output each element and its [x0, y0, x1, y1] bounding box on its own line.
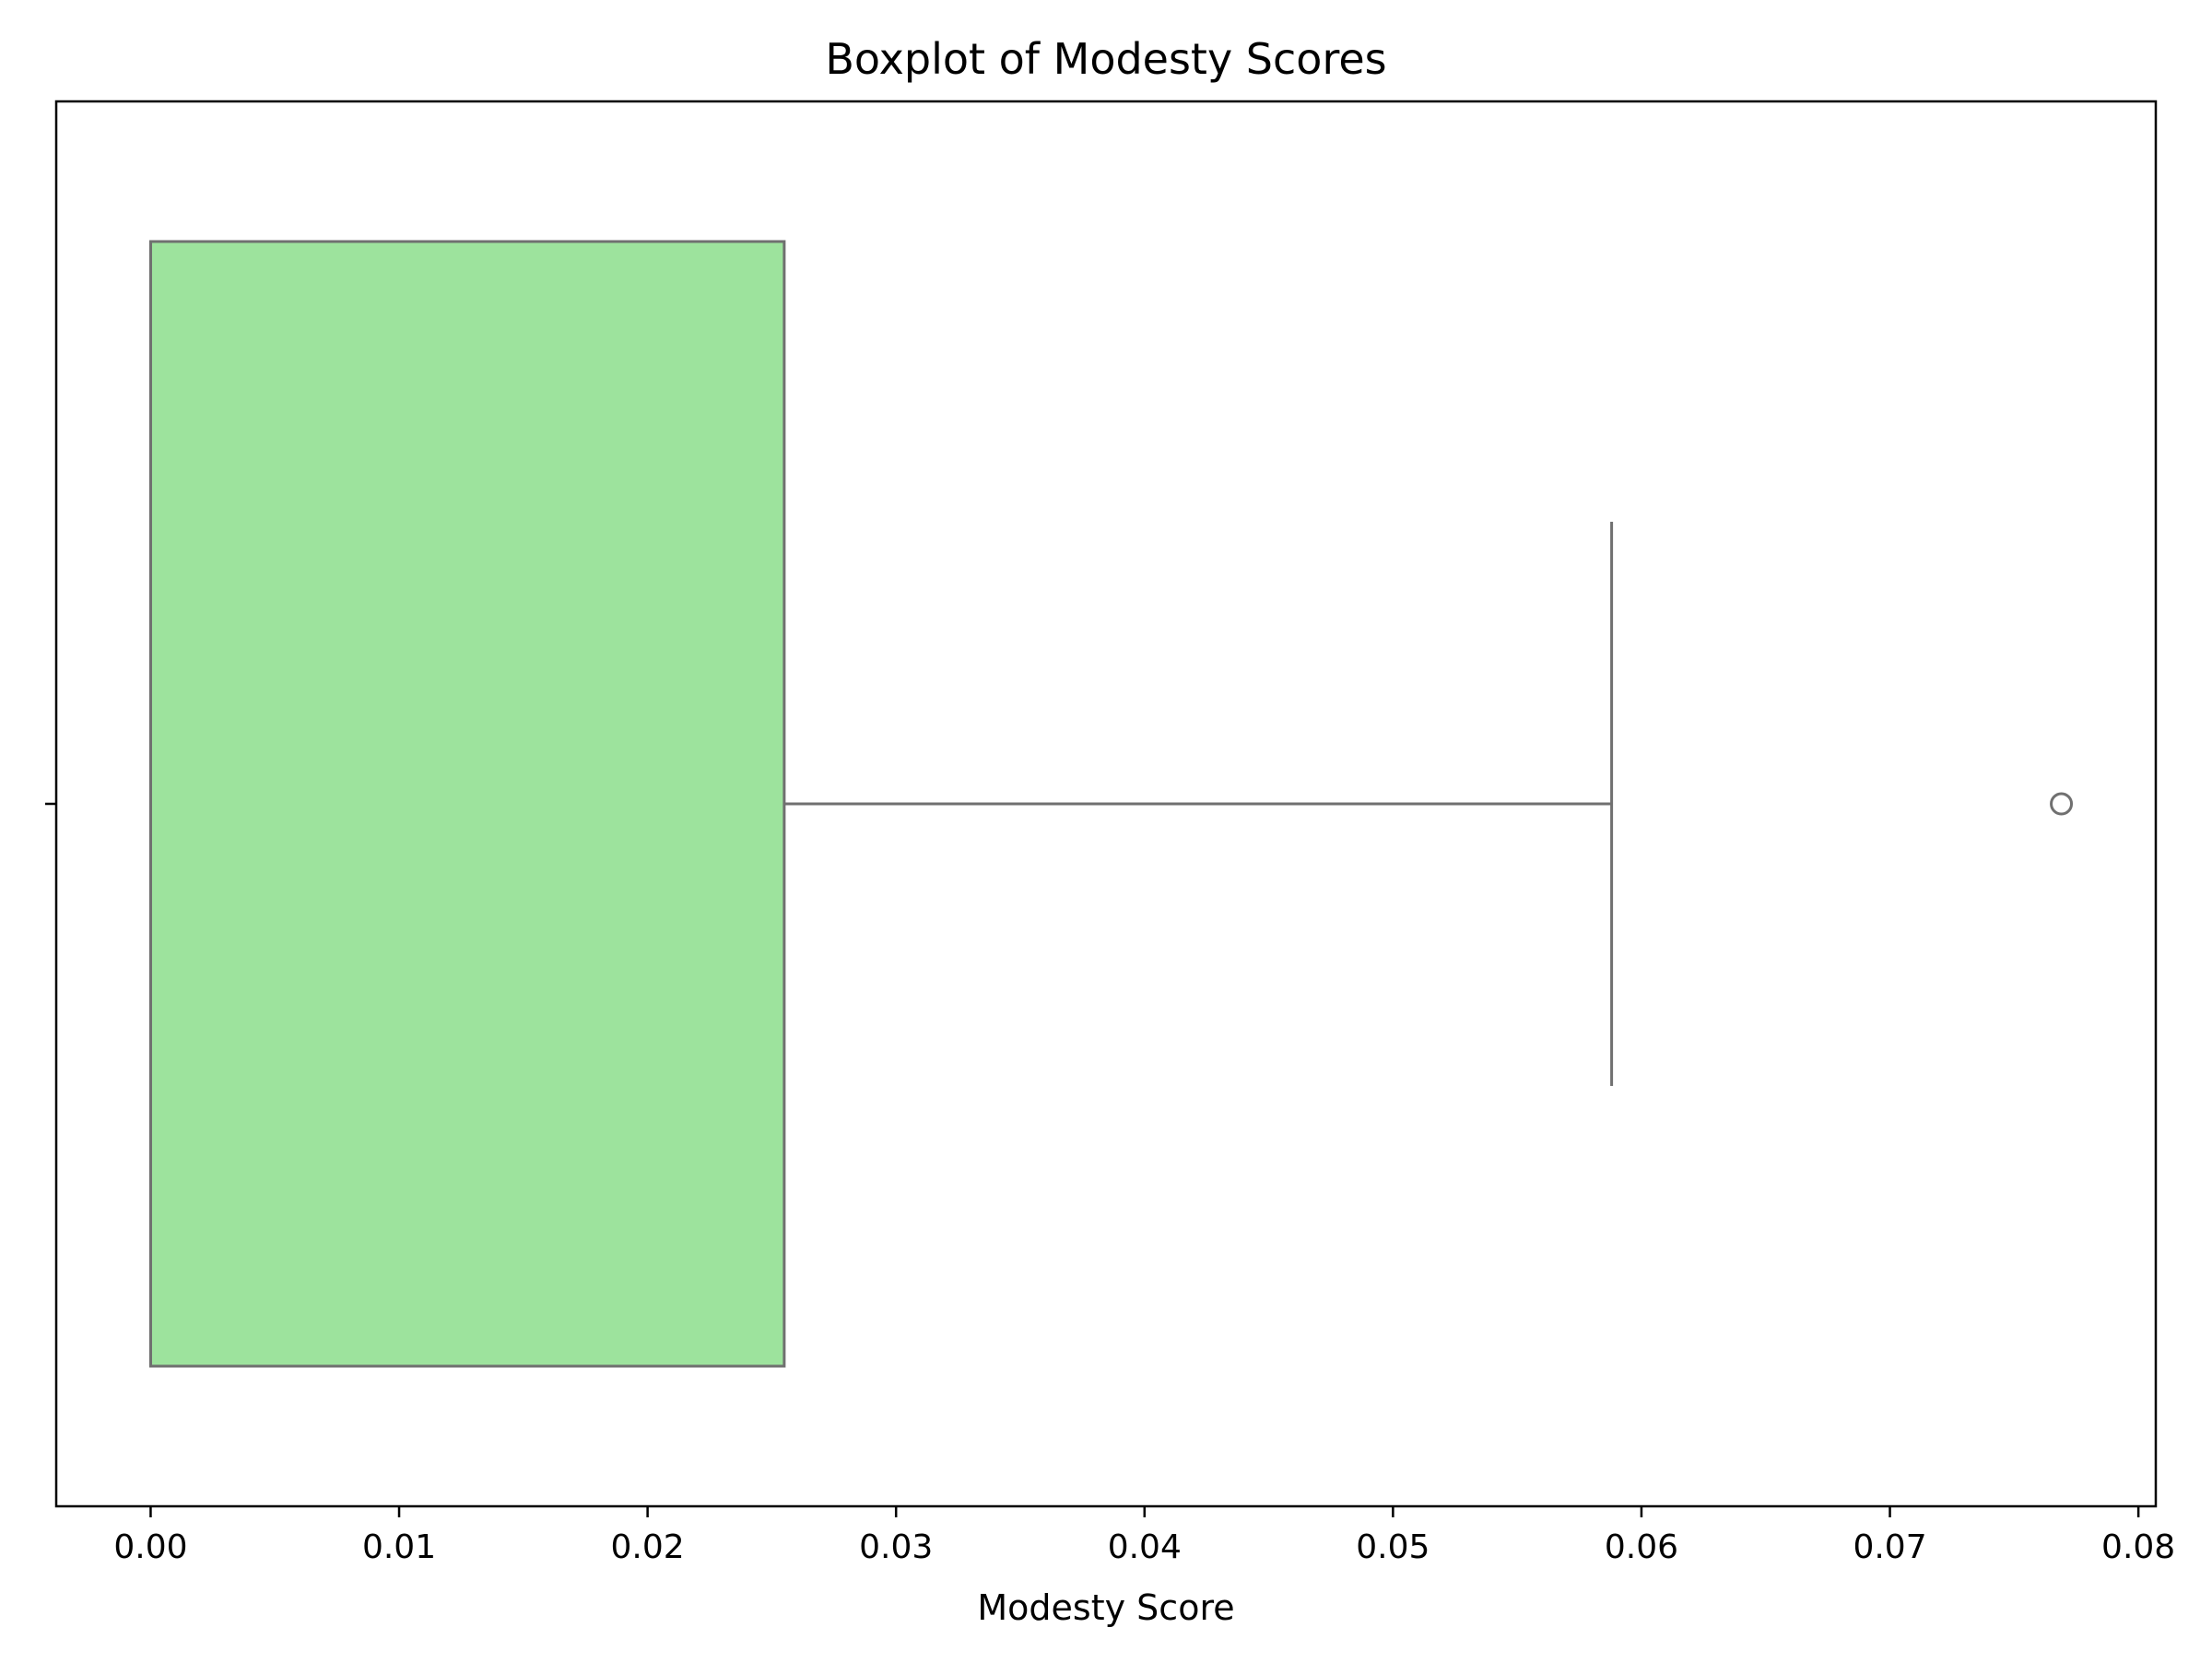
- x-axis-label: Modesty Score: [977, 1587, 1234, 1628]
- x-tick-label: 0.02: [611, 1528, 685, 1566]
- x-tick-label: 0.01: [362, 1528, 436, 1566]
- x-tick-label: 0.07: [1853, 1528, 1926, 1566]
- x-tick-label: 0.08: [2101, 1528, 2175, 1566]
- x-tick-label: 0.04: [1108, 1528, 1182, 1566]
- outlier-point: [2050, 792, 2074, 816]
- x-tick-label: 0.06: [1605, 1528, 1678, 1566]
- box-iqr: [148, 240, 786, 1368]
- x-tick-label: 0.05: [1356, 1528, 1430, 1566]
- chart-title: Boxplot of Modesty Scores: [825, 34, 1386, 84]
- x-tick-label: 0.03: [859, 1528, 933, 1566]
- plot-area: 0.00 0.01 0.02 0.03 0.04 0.05 0.06 0.07 0.08: [45, 100, 2175, 1566]
- x-tick-label: 0.00: [113, 1528, 187, 1566]
